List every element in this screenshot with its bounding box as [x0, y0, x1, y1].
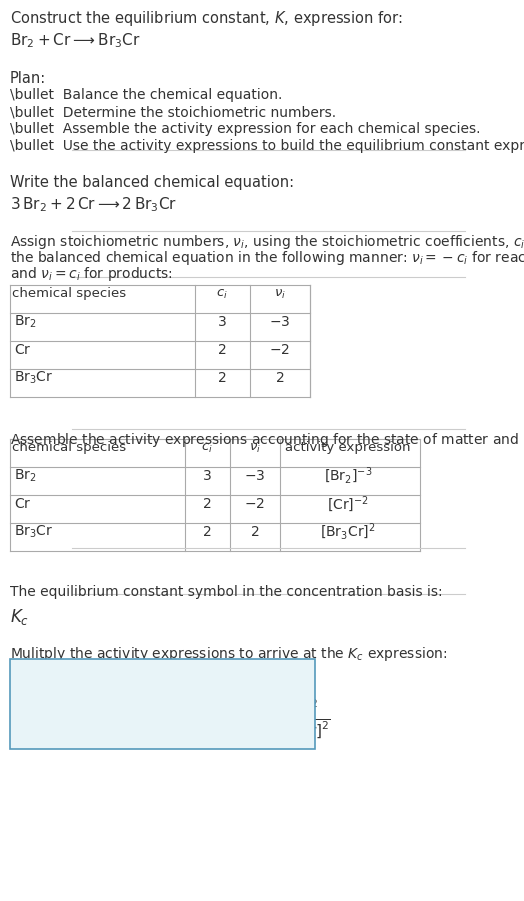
- Text: $-3$: $-3$: [269, 315, 291, 329]
- Text: $\mathrm{Cr}$: $\mathrm{Cr}$: [14, 343, 31, 357]
- Text: \bullet  Balance the chemical equation.: \bullet Balance the chemical equation.: [10, 88, 282, 102]
- Text: $[\mathrm{Br_2}]^{-3}$: $[\mathrm{Br_2}]^{-3}$: [324, 466, 372, 487]
- Text: \bullet  Determine the stoichiometric numbers.: \bullet Determine the stoichiometric num…: [10, 105, 336, 119]
- Text: $[\mathrm{Br_3Cr}]^{2}$: $[\mathrm{Br_3Cr}]^{2}$: [320, 522, 376, 542]
- Text: $\mathrm{Br_3Cr}$: $\mathrm{Br_3Cr}$: [14, 523, 53, 541]
- Text: $\mathrm{Br_2 + Cr \longrightarrow Br_3Cr}$: $\mathrm{Br_2 + Cr \longrightarrow Br_3C…: [10, 31, 140, 50]
- Text: $\mathrm{Br_2}$: $\mathrm{Br_2}$: [14, 468, 37, 484]
- Text: $-3$: $-3$: [244, 469, 266, 483]
- Text: $K_c$: $K_c$: [10, 607, 29, 627]
- Text: $K_c = [\mathrm{Br_2}]^{-3}\,[\mathrm{Cr}]^{-2}\,[\mathrm{Br_3Cr}]^2 = \dfrac{[\: $K_c = [\mathrm{Br_2}]^{-3}\,[\mathrm{Cr…: [30, 697, 331, 741]
- Text: Construct the equilibrium constant, $K$, expression for:: Construct the equilibrium constant, $K$,…: [10, 9, 402, 28]
- Text: 2: 2: [203, 525, 211, 539]
- Text: \bullet  Assemble the activity expression for each chemical species.: \bullet Assemble the activity expression…: [10, 122, 481, 136]
- Text: $\mathrm{Cr}$: $\mathrm{Cr}$: [14, 497, 31, 511]
- Text: $\mathrm{Br_2}$: $\mathrm{Br_2}$: [14, 314, 37, 330]
- Text: $\mathrm{3\,Br_2 + 2\,Cr \longrightarrow 2\,Br_3Cr}$: $\mathrm{3\,Br_2 + 2\,Cr \longrightarrow…: [10, 195, 177, 214]
- Text: 2: 2: [276, 371, 285, 385]
- Text: $[\mathrm{Cr}]^{-2}$: $[\mathrm{Cr}]^{-2}$: [327, 494, 369, 514]
- Text: 2: 2: [217, 343, 226, 357]
- Text: 2: 2: [250, 525, 259, 539]
- Text: $\nu_i$: $\nu_i$: [274, 287, 286, 301]
- Text: The equilibrium constant symbol in the concentration basis is:: The equilibrium constant symbol in the c…: [10, 585, 443, 599]
- Text: 3: 3: [217, 315, 226, 329]
- Text: Plan:: Plan:: [10, 71, 46, 86]
- Text: activity expression: activity expression: [285, 441, 411, 454]
- Text: $\mathrm{Br_3Cr}$: $\mathrm{Br_3Cr}$: [14, 369, 53, 387]
- Text: \bullet  Use the activity expressions to build the equilibrium constant expressi: \bullet Use the activity expressions to …: [10, 139, 524, 153]
- Text: $c_i$: $c_i$: [201, 441, 213, 454]
- Text: Write the balanced chemical equation:: Write the balanced chemical equation:: [10, 175, 294, 190]
- Text: $c_i$: $c_i$: [216, 287, 228, 301]
- Text: 2: 2: [217, 371, 226, 385]
- Text: chemical species: chemical species: [12, 287, 126, 301]
- Text: Assemble the activity expressions accounting for the state of matter and $\nu_i$: Assemble the activity expressions accoun…: [10, 431, 524, 449]
- Text: 2: 2: [203, 497, 211, 511]
- Text: the balanced chemical equation in the following manner: $\nu_i = -c_i$ for react: the balanced chemical equation in the fo…: [10, 249, 524, 267]
- Text: Assign stoichiometric numbers, $\nu_i$, using the stoichiometric coefficients, $: Assign stoichiometric numbers, $\nu_i$, …: [10, 233, 524, 251]
- Text: 3: 3: [203, 469, 211, 483]
- Text: $-2$: $-2$: [269, 343, 290, 357]
- Text: Answer:: Answer:: [16, 669, 71, 683]
- Text: $-2$: $-2$: [245, 497, 266, 511]
- Text: and $\nu_i = c_i$ for products:: and $\nu_i = c_i$ for products:: [10, 265, 173, 283]
- Text: chemical species: chemical species: [12, 441, 126, 454]
- Text: $\nu_i$: $\nu_i$: [249, 441, 261, 454]
- Text: Mulitply the activity expressions to arrive at the $K_c$ expression:: Mulitply the activity expressions to arr…: [10, 645, 447, 663]
